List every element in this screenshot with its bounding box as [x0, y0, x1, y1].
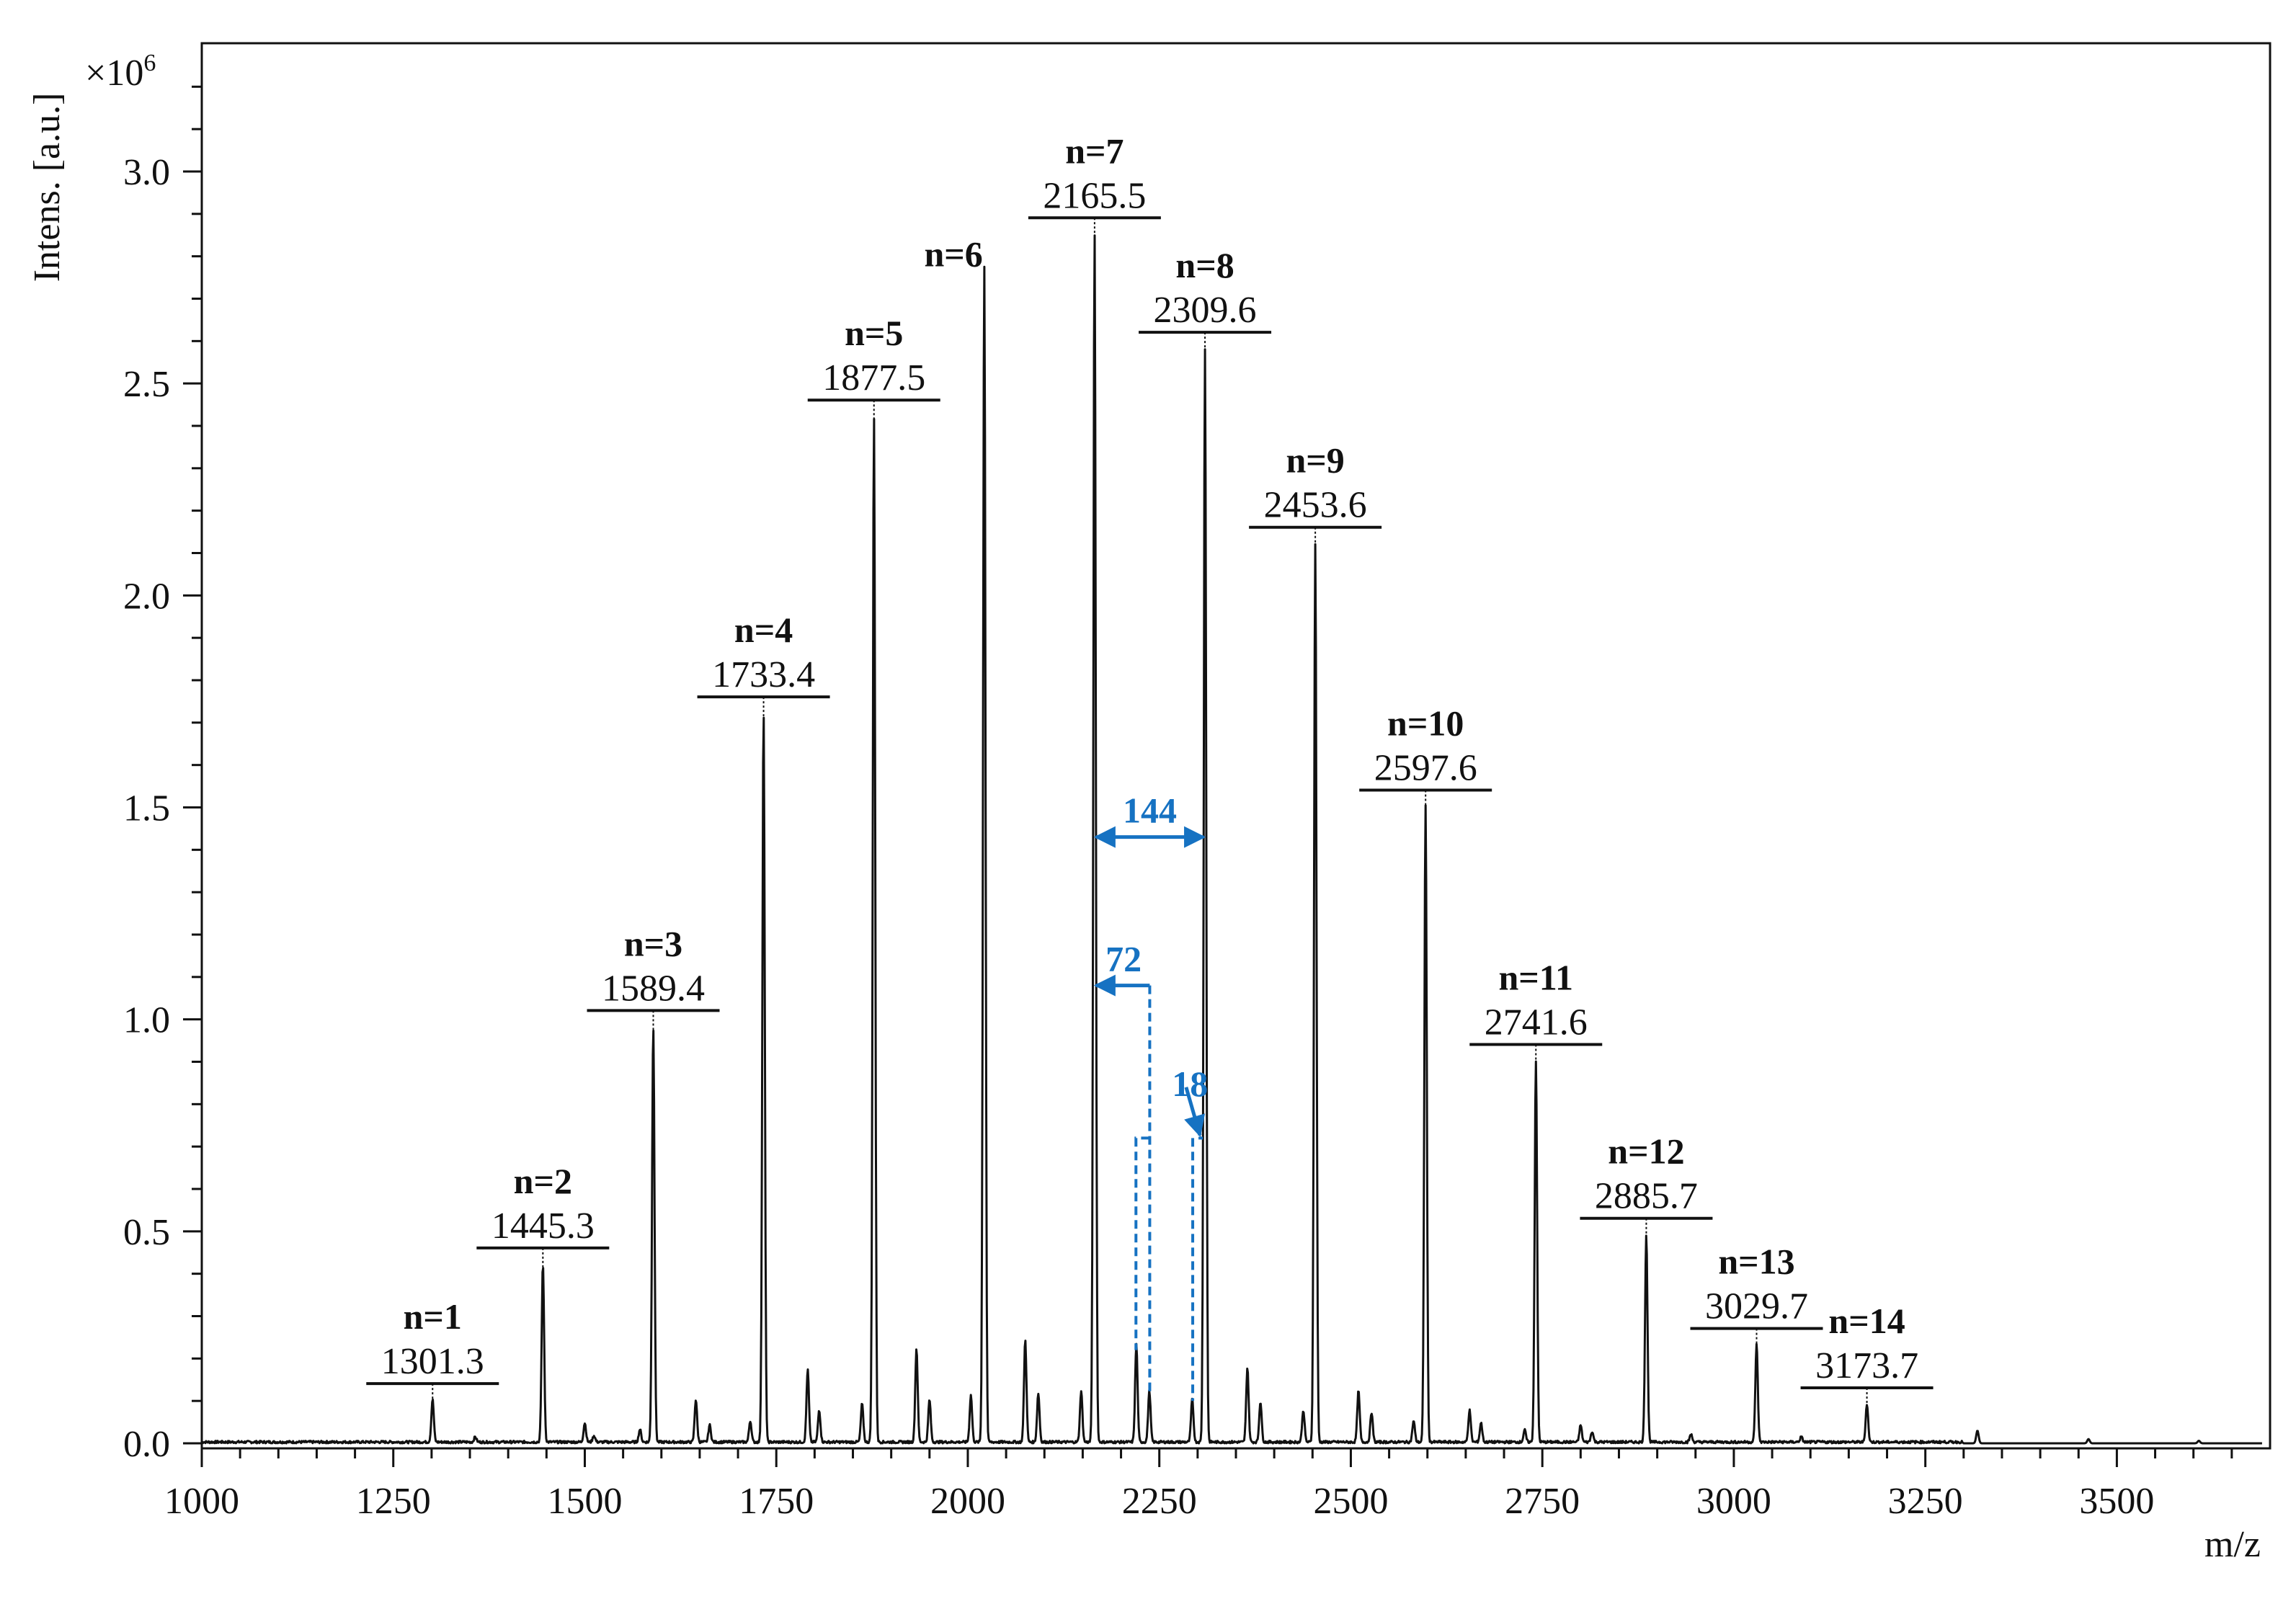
x-tick-label: 1250: [356, 1481, 431, 1522]
axis-ticks: [183, 85, 2233, 1467]
x-tick-label: 2500: [1313, 1481, 1388, 1522]
peak-label-group: 2885.7n=12: [1580, 1131, 1713, 1240]
peak-label-group: 2165.5n=7: [1028, 130, 1161, 240]
peak-mz-value: 3173.7: [1815, 1345, 1918, 1386]
peak-n-label: n=11: [1498, 958, 1573, 998]
peak-n-label: n=8: [1175, 245, 1234, 285]
peak-n-label: n=12: [1608, 1131, 1684, 1172]
peak-label-group: 1877.5n=5: [807, 313, 940, 422]
peak-mz-value: 2741.6: [1485, 1002, 1588, 1043]
peak-label-group: 1589.4 n=3: [587, 923, 720, 1033]
x-tick-label: 3250: [1888, 1481, 1963, 1522]
axis-tick-labels: 1000 1250 1500 1750 2000 2250 2500 2750 3000 3250…: [123, 152, 2154, 1522]
peak-label-group: 1445.3 n=2: [476, 1161, 610, 1270]
peak-mz-value: 2453.6: [1264, 485, 1367, 526]
peak-n-label: n=7: [1065, 130, 1123, 171]
peak-n-label: n=9: [1286, 440, 1344, 481]
peak-label-group: 2597.6n=10: [1359, 703, 1492, 812]
y-tick-label: 2.5: [123, 364, 170, 405]
peak-label-group: 2453.6n=9: [1249, 440, 1382, 549]
spacing-72-label: 72: [1105, 939, 1142, 979]
peak-mz-value: 2885.7: [1595, 1176, 1698, 1217]
peak-n-label: n=13: [1718, 1242, 1794, 1282]
peak-n-label: n=10: [1387, 703, 1464, 744]
peak-label-group: 3173.7n=14: [1800, 1301, 1934, 1410]
x-tick-label: 2250: [1122, 1481, 1197, 1522]
x-tick-label: 1750: [739, 1481, 814, 1522]
peak-label-group: 3029.7n=13: [1690, 1242, 1823, 1350]
y-axis-multiplier: ×106: [85, 50, 156, 94]
x-tick-label: 1500: [547, 1481, 622, 1522]
x-tick-label: 3000: [1696, 1481, 1771, 1522]
spacing-18-label: 18: [1172, 1064, 1208, 1104]
x-tick-label: 2000: [930, 1481, 1005, 1522]
x-tick-label: 1000: [164, 1481, 239, 1522]
peak-mz-value: 1301.3: [381, 1341, 484, 1382]
y-axis-title: Intens. [a.u.]: [27, 93, 68, 282]
x-axis-title: m/z: [2204, 1524, 2261, 1565]
peak-n-label: n=6: [925, 233, 983, 274]
peak-mz-value: 1733.4: [712, 654, 815, 695]
spacing-18-bracket-left: [1134, 1136, 1150, 1350]
peak-n-label: n=5: [845, 313, 903, 353]
x-tick-label: 3500: [2079, 1481, 2154, 1522]
peak-n-label: n=3: [624, 923, 682, 963]
y-tick-label: 2.0: [123, 576, 170, 617]
peak-mz-value: 1877.5: [822, 357, 925, 398]
y-tick-label: 0.0: [123, 1424, 170, 1465]
peak-mz-value: 3029.7: [1705, 1286, 1808, 1327]
peak-labels: 1301.3n=1 1445.3 n=2 1589.4 n=3 1733.4n=4 1877…: [366, 130, 1934, 1410]
spacing-18-arrow: [1184, 1087, 1206, 1138]
peak-label-group: 2741.6n=11: [1469, 958, 1603, 1066]
peak-n-label: n=4: [734, 610, 793, 650]
spacing-144-label: 144: [1123, 790, 1177, 831]
x-tick-label: 2750: [1505, 1481, 1580, 1522]
peak-n-label: n=14: [1828, 1301, 1905, 1341]
peak-mz-value: 2597.6: [1374, 748, 1477, 789]
spectrum-trace: [201, 234, 2263, 1445]
peak-mz-value: 1589.4: [602, 968, 705, 1009]
spacing-annotations: 144 72 18: [1093, 790, 1208, 1402]
peak-mz-value: 2309.6: [1154, 290, 1257, 331]
y-tick-label: 1.5: [123, 788, 170, 829]
peak-mz-value: 1445.3: [491, 1206, 595, 1247]
peak-n-label: n=2: [514, 1161, 572, 1201]
peak-label-group: 1301.3n=1: [366, 1296, 499, 1406]
peak-label-group: n=6: [925, 233, 983, 274]
peak-mz-value: 2165.5: [1043, 175, 1146, 216]
peak-label-group: 1733.4n=4: [697, 610, 830, 719]
peak-label-group: 2309.6 n=8: [1139, 245, 1272, 355]
y-tick-label: 3.0: [123, 152, 170, 193]
peak-n-label: n=1: [404, 1296, 462, 1337]
y-tick-label: 1.0: [123, 1000, 170, 1041]
y-tick-label: 0.5: [123, 1212, 170, 1253]
